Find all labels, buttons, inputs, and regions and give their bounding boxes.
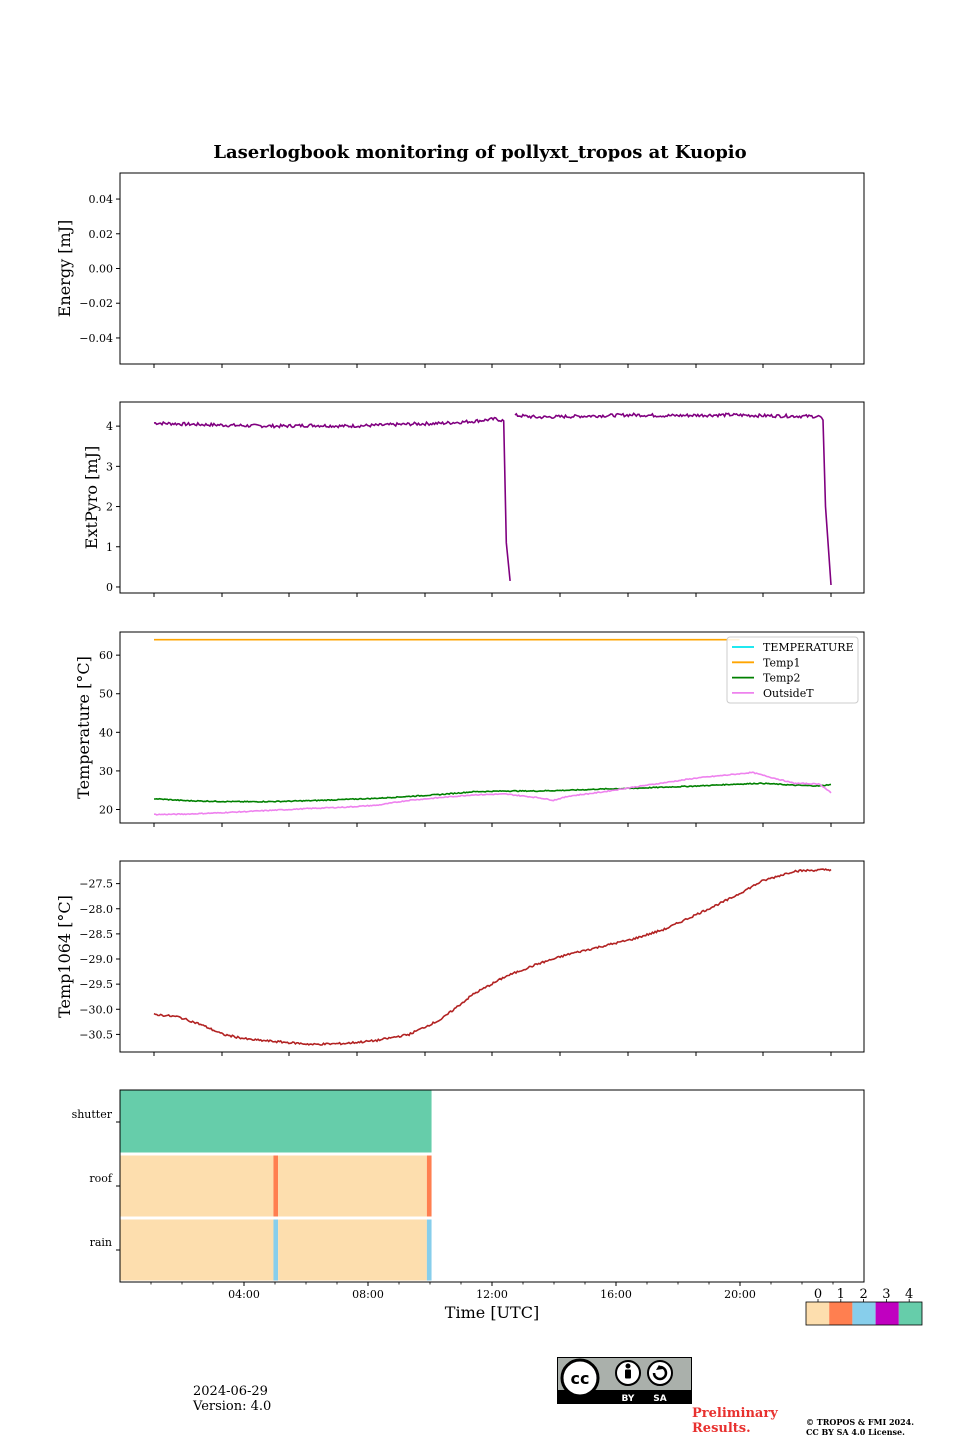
colorbar-label-3: 3 — [882, 1287, 890, 1302]
energy-ytick-label: 0.00 — [89, 263, 114, 276]
preliminary-note: Preliminary Results. — [692, 1406, 778, 1436]
status-xtick-label: 08:00 — [352, 1288, 384, 1301]
temp1064-series-line-0 — [153, 868, 832, 1046]
colorbar-label-4: 4 — [905, 1287, 913, 1302]
extpyro-panel: 0 1 2 3 4 ExtPyro [mJ] — [82, 401, 865, 597]
colorbar-label-1: 1 — [837, 1287, 845, 1302]
energy-ytick-label: −0.04 — [79, 332, 113, 345]
temp1064-axes-frame — [119, 860, 865, 1053]
status-xtick-label: 04:00 — [228, 1288, 260, 1301]
status-row-label-roof: roof — [89, 1172, 113, 1185]
extpyro-series-line-1 — [514, 412, 832, 586]
energy-ytick-label: 0.04 — [89, 193, 114, 206]
status-xtick-label: 12:00 — [476, 1288, 508, 1301]
copyright-line-1: © TROPOS & FMI 2024. — [806, 1417, 915, 1427]
legend-label-temperature: TEMPERATURE — [763, 641, 854, 654]
temperature-legend: TEMPERATURE Temp1 Temp2 OutsideT — [726, 636, 859, 704]
temp1064-ytick-label: −28.0 — [79, 903, 113, 916]
legend-label-temp2: Temp2 — [763, 672, 800, 685]
energy-ytick-label: −0.02 — [79, 297, 113, 310]
energy-panel: 0.04 0.02 0.00 −0.02 −0.04 Energy [mJ] — [55, 172, 865, 368]
extpyro-ytick-label: 2 — [106, 501, 113, 514]
colorbar-label-0: 0 — [814, 1287, 822, 1302]
legend-box — [726, 636, 859, 704]
colorbar-swatch-1 — [829, 1302, 853, 1325]
colorbar-swatch-4 — [898, 1302, 922, 1325]
temp1064-ytick-label: −30.5 — [79, 1028, 113, 1041]
extpyro-ytick-label: 0 — [106, 581, 113, 594]
status-panel: shutter roof rain 04:00 08:00 12:00 16:00 20:00… — [72, 1089, 923, 1326]
status-row-label-rain: rain — [90, 1236, 112, 1249]
temp1064-ytick-label: −28.5 — [79, 928, 113, 941]
temp1064-ytick-label: −29.0 — [79, 953, 113, 966]
status-segment-roof — [120, 1155, 274, 1217]
energy-axes-frame — [119, 172, 865, 365]
svg-text:cc: cc — [571, 1369, 590, 1388]
extpyro-ytick-label: 1 — [106, 541, 113, 554]
status-segment-roof — [273, 1155, 279, 1217]
temperature-series-line-outsidet — [154, 771, 832, 816]
extpyro-ytick-label: 4 — [106, 420, 113, 433]
status-segment-rain — [120, 1219, 274, 1281]
status-segment-roof — [278, 1155, 427, 1217]
colorbar-frame — [805, 1301, 923, 1326]
temperature-series-line-temp2 — [154, 782, 832, 803]
date-label: 2024-06-29 — [193, 1384, 268, 1399]
colorbar-label-2: 2 — [859, 1287, 867, 1302]
copyright-note: © TROPOS & FMI 2024. CC BY SA 4.0 Licens… — [806, 1417, 914, 1437]
cc-by-label: BY — [622, 1394, 635, 1404]
temperature-ytick-label: 60 — [99, 649, 113, 662]
status-row-label-shutter: shutter — [72, 1108, 113, 1121]
temperature-ylabel: Temperature [°C] — [74, 656, 93, 799]
status-xtick-label: 20:00 — [724, 1288, 756, 1301]
temperature-ytick-label: 30 — [99, 765, 113, 778]
date-version: 2024-06-29 Version: 4.0 — [193, 1384, 271, 1414]
temperature-panel: 20 30 40 50 60 Temperature [°C] TEMPERATURE Tem… — [74, 631, 865, 827]
legend-label-outsidet: OutsideT — [763, 687, 814, 700]
extpyro-ytick-label: 3 — [106, 460, 113, 473]
extpyro-series-line-0 — [153, 416, 511, 581]
legend-label-temp1: Temp1 — [763, 656, 800, 669]
temperature-ytick-label: 40 — [99, 726, 113, 739]
colorbar-swatch-2 — [852, 1302, 876, 1325]
colorbar-swatch-3 — [875, 1302, 899, 1325]
temp1064-ytick-label: −27.5 — [79, 878, 113, 891]
energy-ylabel: Energy [mJ] — [55, 220, 74, 318]
temperature-ytick-label: 20 — [99, 803, 113, 816]
sa-icon — [647, 1360, 673, 1386]
extpyro-ylabel: ExtPyro [mJ] — [82, 446, 101, 549]
chart-title: Laserlogbook monitoring of pollyxt_tropo… — [213, 142, 746, 163]
cc-icon — [560, 1358, 600, 1398]
status-segment-rain — [278, 1219, 427, 1281]
energy-ytick-label: 0.02 — [89, 228, 114, 241]
status-xtick-label: 16:00 — [600, 1288, 632, 1301]
status-segment-roof — [426, 1155, 432, 1217]
cc-sa-label: SA — [653, 1394, 666, 1404]
temp1064-panel: −27.5 −28.0 −28.5 −29.0 −29.5 −30.0 −30.5 Temp1… — [55, 860, 865, 1056]
temp1064-ylabel: Temp1064 [°C] — [55, 895, 74, 1018]
copyright-line-2: CC BY SA 4.0 License. — [806, 1427, 905, 1437]
extpyro-axes-frame — [119, 401, 865, 594]
status-segment-rain — [426, 1219, 432, 1281]
version-label: Version: 4.0 — [193, 1399, 272, 1414]
temp1064-ytick-label: −29.5 — [79, 978, 113, 991]
cc-license-logo: cc BY SA — [557, 1357, 692, 1404]
status-segment-rain — [273, 1219, 279, 1281]
status-xlabel: Time [UTC] — [445, 1303, 539, 1322]
status-segment-shutter — [120, 1090, 432, 1153]
temp1064-ytick-label: −30.0 — [79, 1003, 113, 1016]
colorbar-swatch-0 — [806, 1302, 830, 1325]
temperature-ytick-label: 50 — [99, 688, 113, 701]
